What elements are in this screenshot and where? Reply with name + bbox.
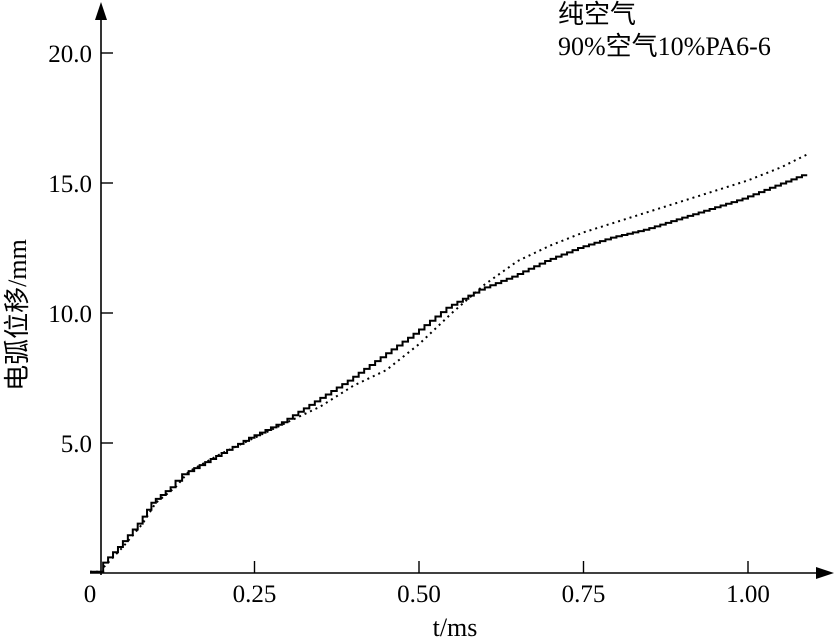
x-tick-label: 0.25 <box>233 581 277 608</box>
y-axis-arrow <box>95 2 107 20</box>
x-axis-arrow <box>816 567 834 579</box>
series-layer <box>90 153 808 573</box>
x-tick-label: 1.00 <box>726 581 770 608</box>
y-axis <box>95 2 107 575</box>
y-ticks: 5.0 10.0 15.0 20.0 <box>48 41 113 458</box>
x-ticks: 0 0.25 0.50 0.75 1.00 <box>84 561 770 608</box>
y-tick-label: 15.0 <box>48 171 92 198</box>
y-tick-label: 20.0 <box>48 41 92 68</box>
series-line-1 <box>90 174 808 573</box>
x-axis-title: t/ms <box>433 613 478 640</box>
x-tick-label: 0.75 <box>562 581 606 608</box>
series-line-2 <box>90 153 808 573</box>
legend-label-series-1: 纯空气 <box>558 0 636 29</box>
y-tick-label: 5.0 <box>61 431 92 458</box>
x-tick-label: 0.50 <box>397 581 441 608</box>
legend-label-series-2: 90%空气10%PA6-6 <box>558 32 771 61</box>
y-axis-title: 电弧位移/mm <box>3 239 32 391</box>
x-tick-label: 0 <box>84 581 97 608</box>
x-axis <box>90 567 834 579</box>
legend: 纯空气 90%空气10%PA6-6 <box>558 0 771 61</box>
y-tick-label: 10.0 <box>48 301 92 328</box>
